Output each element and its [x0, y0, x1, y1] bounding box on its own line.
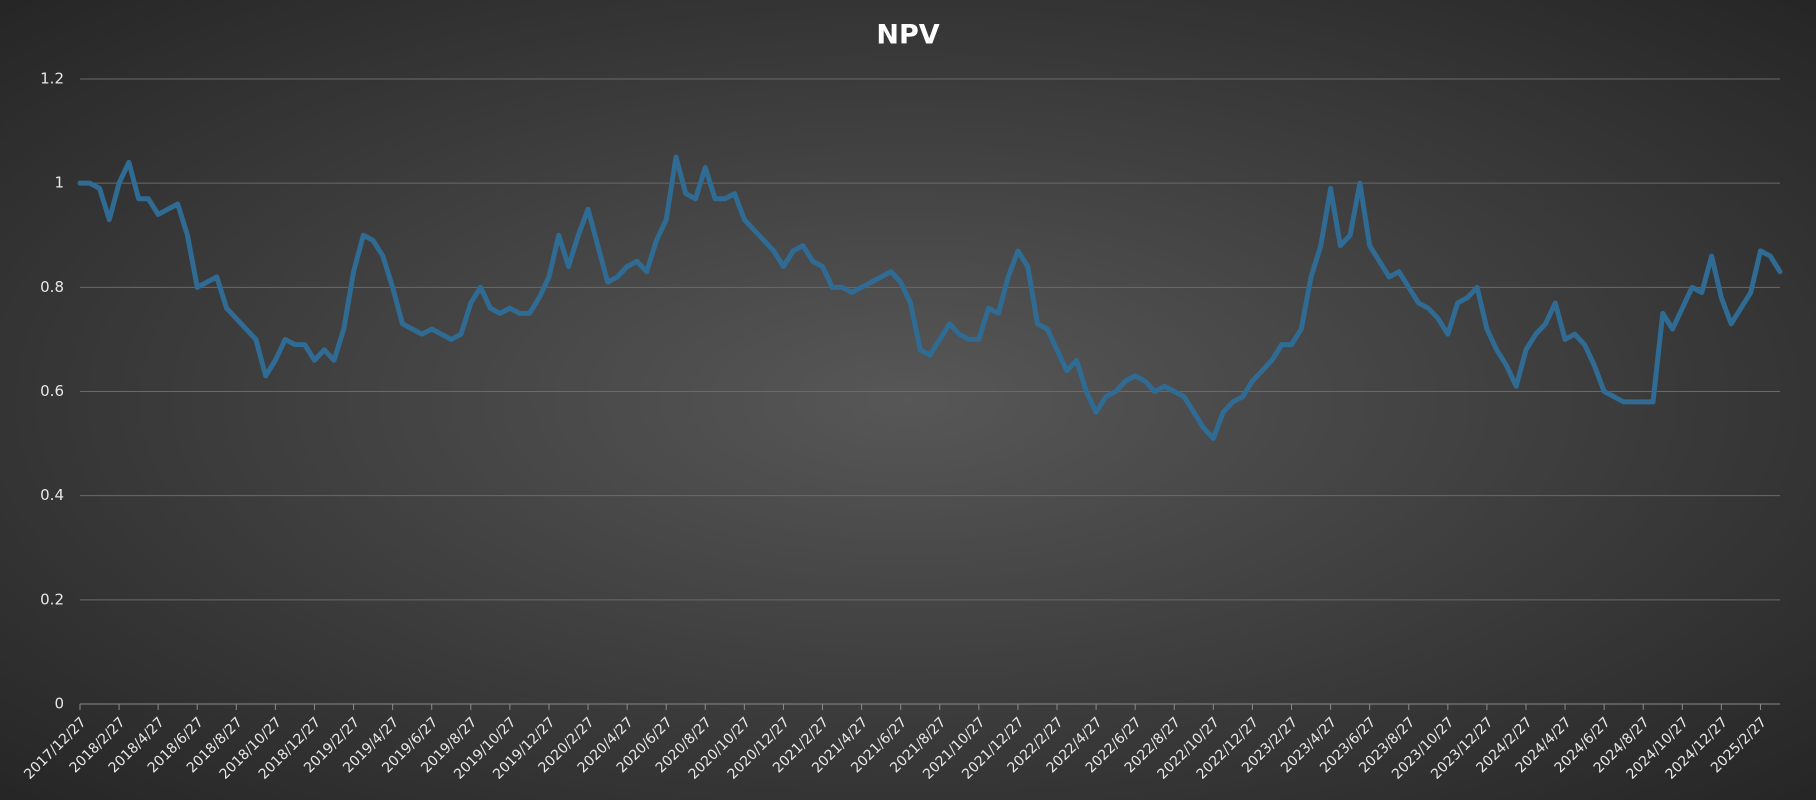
line-series	[77, 154, 1783, 441]
y-tick-label: 1.2	[40, 70, 64, 88]
y-tick-label: 0.8	[40, 278, 64, 296]
y-tick-label: 0.4	[40, 486, 64, 504]
y-tick-label: 0.6	[40, 382, 64, 400]
chart-title: NPV	[876, 20, 939, 51]
y-tick-label: 0.2	[40, 590, 64, 608]
y-tick-label: 0	[54, 695, 64, 713]
y-tick-label: 1	[54, 174, 64, 192]
